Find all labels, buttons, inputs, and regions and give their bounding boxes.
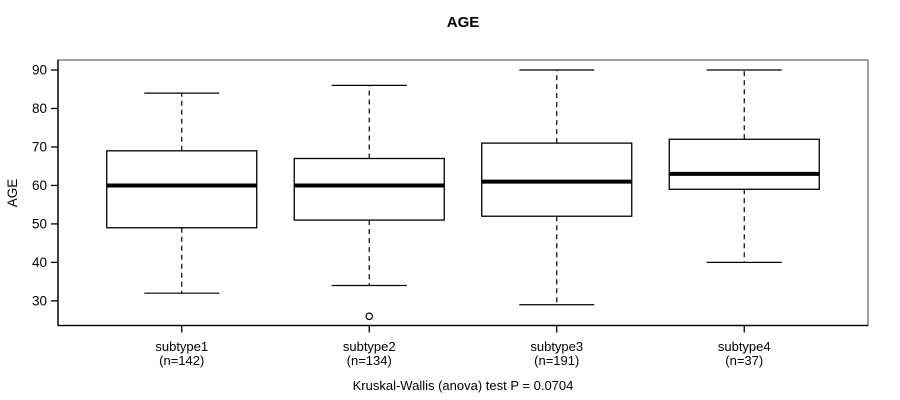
- category-sublabel: (n=142): [159, 353, 204, 368]
- boxplot-subtype1: [106, 92, 258, 294]
- boxplot-subtype4: [668, 69, 820, 263]
- category-sublabel: (n=37): [725, 353, 763, 368]
- outlier-point: [365, 312, 374, 321]
- boxplot-subtype3: [481, 69, 633, 306]
- chart-title: AGE: [447, 14, 480, 31]
- category-sublabel: (n=134): [347, 353, 392, 368]
- caption: Kruskal-Wallis (anova) test P = 0.0704: [353, 378, 574, 393]
- y-tick-label: 60: [32, 178, 47, 193]
- boxplots: [106, 69, 820, 321]
- category-label: subtype4: [718, 339, 771, 354]
- y-tick-label: 70: [32, 140, 47, 155]
- category-label: subtype1: [155, 339, 208, 354]
- box-rect: [668, 138, 820, 190]
- y-tick-label: 80: [32, 101, 47, 116]
- category-label: subtype2: [343, 339, 396, 354]
- y-tick-label: 40: [32, 255, 47, 270]
- y-tick-label: 30: [32, 294, 47, 309]
- category-sublabel: (n=191): [534, 353, 579, 368]
- y-axis-title: AGE: [5, 179, 20, 208]
- y-axis: 30 40 50 60 70 80 90: [32, 60, 59, 326]
- x-axis: subtype1(n=142)subtype2(n=134)subtype3(n…: [58, 324, 868, 368]
- boxplot-subtype2: [293, 84, 445, 321]
- category-label: subtype3: [530, 339, 583, 354]
- y-tick-label: 50: [32, 217, 47, 232]
- y-tick-label: 90: [32, 63, 47, 78]
- box-rect: [293, 157, 445, 221]
- box-rect: [106, 150, 258, 229]
